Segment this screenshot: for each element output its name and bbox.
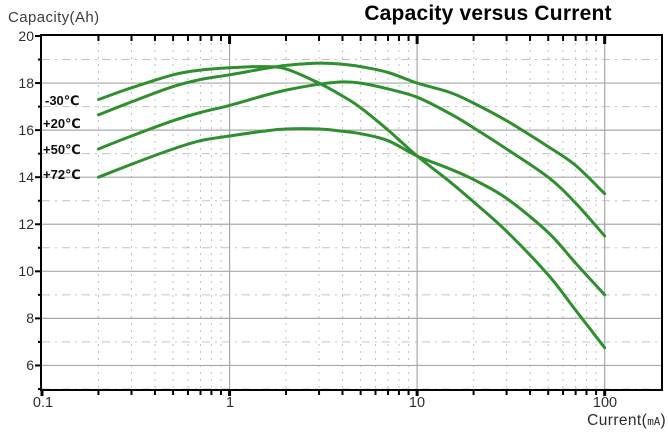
curve-plus-20c	[97, 61, 607, 196]
y-tick-label-16: 16	[18, 122, 34, 138]
curve-minus-30c	[97, 65, 607, 350]
x-tick-label-1: 1	[225, 395, 235, 411]
grid-major	[42, 36, 661, 389]
y-tick-label-12: 12	[18, 216, 34, 232]
x-tick-label-100: 100	[592, 395, 618, 411]
axis-frame	[40, 34, 663, 391]
legend-label-plus-50c: +50℃	[43, 142, 81, 157]
x-tick-label-0p1: 0.1	[32, 395, 54, 411]
grid-minor	[42, 36, 661, 390]
y-tick-label-18: 18	[18, 75, 34, 91]
legend-label-plus-20c: +20℃	[43, 116, 81, 131]
axis-ticks	[35, 35, 607, 396]
x-axis-label: Current(mA)	[587, 412, 666, 430]
curves	[97, 61, 607, 350]
curve-plus-50c	[97, 80, 607, 238]
y-tick-label-10: 10	[18, 263, 34, 279]
chart-title: Capacity versus Current	[364, 2, 612, 25]
x-axis-unit: mA	[647, 415, 661, 428]
curve-plus-72c	[97, 127, 607, 297]
y-tick-label-14: 14	[18, 169, 34, 185]
x-axis-label-close: )	[660, 412, 666, 429]
y-tick-label-6: 6	[26, 357, 34, 373]
y-axis-label: Capacity(Ah)	[8, 9, 100, 26]
legend-label-plus-72c: +72℃	[43, 167, 81, 182]
legend-label-minus-30c: -30℃	[45, 93, 80, 108]
x-axis-label-text: Current(	[587, 412, 648, 429]
y-tick-label-8: 8	[26, 310, 34, 326]
x-tick-label-10: 10	[408, 395, 426, 411]
y-tick-label-20: 20	[18, 28, 34, 44]
